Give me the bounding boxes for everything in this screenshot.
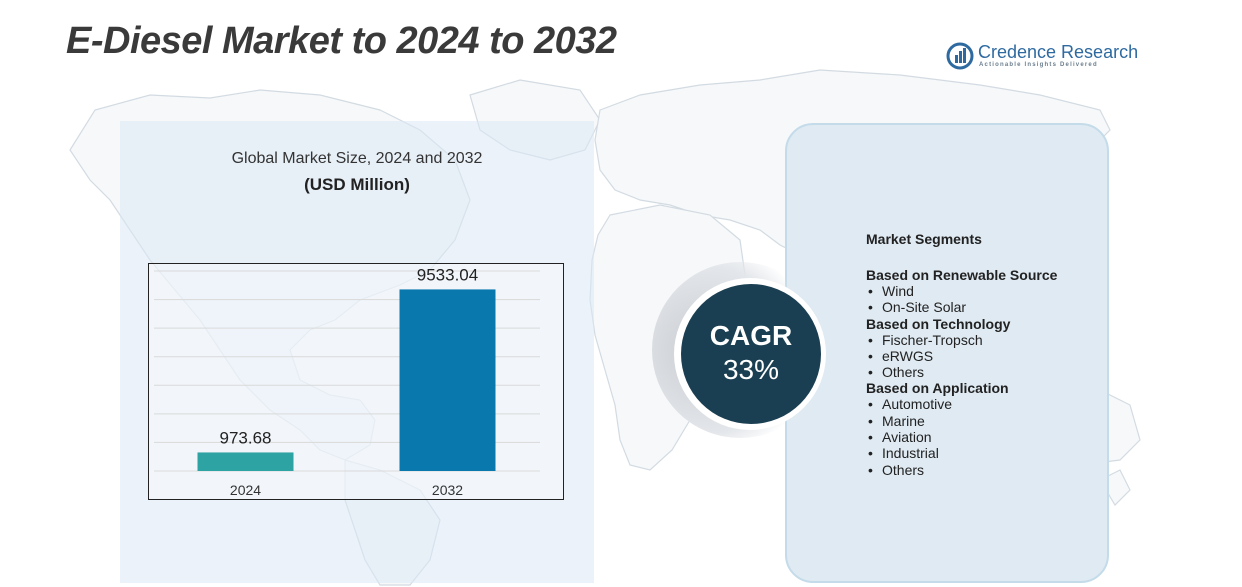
- segment-item-label: Automotive: [882, 396, 952, 412]
- cagr-value: 33%: [681, 354, 821, 386]
- segment-item: • Aviation: [866, 429, 1057, 445]
- logo-name: Credence Research: [978, 42, 1138, 63]
- brand-logo: Credence Research Actionable Insights De…: [946, 40, 1136, 74]
- segment-group-title: Based on Renewable Source: [866, 267, 1057, 283]
- segments-heading: Market Segments: [866, 229, 1057, 249]
- segment-item-label: Marine: [882, 413, 925, 429]
- cagr-label: CAGR: [681, 320, 821, 352]
- segment-item: • Others: [866, 364, 1057, 380]
- segment-item-label: Others: [882, 462, 924, 478]
- data-label-2024: 973.68: [220, 428, 272, 447]
- segment-item: • Marine: [866, 413, 1057, 429]
- segment-item-label: On-Site Solar: [882, 299, 966, 315]
- page-title: E-Diesel Market to 2024 to 2032: [66, 20, 617, 63]
- segment-item: • eRWGS: [866, 348, 1057, 364]
- cagr-badge: CAGR 33%: [681, 284, 821, 424]
- market-segments: Market Segments Based on Renewable Sourc…: [866, 229, 1057, 478]
- segment-group-title: Based on Application: [866, 380, 1057, 396]
- segment-item: • Wind: [866, 283, 1057, 299]
- segment-group-title: Based on Technology: [866, 316, 1057, 332]
- segment-item-label: Wind: [882, 283, 914, 299]
- chart-title: Global Market Size, 2024 and 2032: [120, 150, 594, 168]
- segment-item: • Automotive: [866, 396, 1057, 412]
- segment-item: • On-Site Solar: [866, 299, 1057, 315]
- market-size-bar-chart: 973.68 2024 9533.04 2032: [148, 263, 564, 500]
- bar-2032: [400, 289, 496, 471]
- category-label-2032: 2032: [432, 482, 463, 498]
- segment-item: • Others: [866, 462, 1057, 478]
- chart-subtitle: (USD Million): [120, 175, 594, 195]
- segment-item: • Fischer-Tropsch: [866, 332, 1057, 348]
- segment-item-label: Industrial: [882, 445, 939, 461]
- segment-item-label: Aviation: [882, 429, 932, 445]
- data-label-2032: 9533.04: [417, 265, 478, 284]
- category-label-2024: 2024: [230, 482, 261, 498]
- credence-logo-icon: [946, 42, 974, 70]
- segment-item-label: eRWGS: [882, 348, 933, 364]
- segment-item: • Industrial: [866, 445, 1057, 461]
- bar-2024: [198, 452, 294, 471]
- logo-tagline: Actionable Insights Delivered: [979, 62, 1098, 68]
- segment-item-label: Fischer-Tropsch: [882, 332, 983, 348]
- segment-item-label: Others: [882, 364, 924, 380]
